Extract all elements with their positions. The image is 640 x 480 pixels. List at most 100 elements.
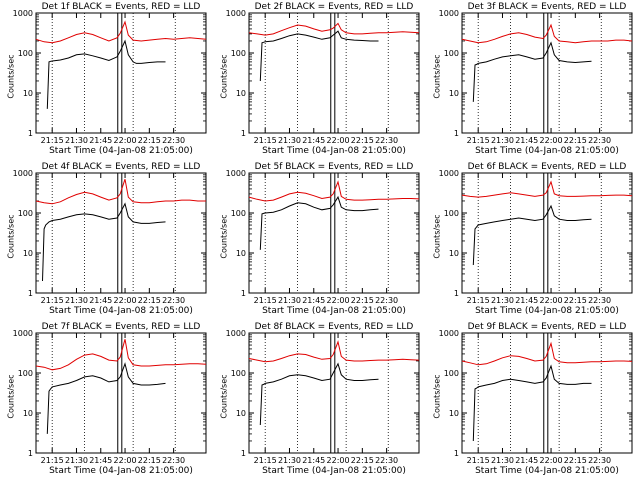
y-axis-label: Counts/sec [6,54,16,99]
events-series-line [42,202,166,282]
plot-frame [35,12,207,134]
x-tick-label: 21:30 [491,136,514,145]
x-tick-label: 22:15 [351,136,374,145]
y-tick-label: 10 [449,249,459,258]
y-tick-label: 10 [236,89,246,98]
detector-panel: 1 10 100 1000 21:15 21:30 21:45 22:00 22:15 22:30… [0,160,213,320]
x-tick-label: 21:30 [65,136,88,145]
x-tick-label: 21:15 [467,136,490,145]
y-tick-label: 10 [236,409,246,418]
x-tick-label: 22:15 [138,296,161,305]
x-tick-label: 22:00 [114,296,137,305]
y-tick-label: 1000 [226,9,246,18]
x-tick-label: 22:15 [564,136,587,145]
x-tick-label: 21:30 [491,456,514,465]
detector-panel: 1 10 100 1000 21:15 21:30 21:45 22:00 22:15 22:30… [213,320,426,480]
chart-svg: 1 10 100 1000 21:15 21:30 21:45 22:00 22:15 22:30 [439,329,633,465]
y-axis-label: Counts/sec [219,374,229,419]
events-series-line [259,195,379,250]
y-tick-label: 1 [28,449,33,458]
plot-frame [248,12,420,134]
y-tick-label: 10 [23,249,33,258]
y-tick-label: 1000 [439,329,459,338]
detector-panel: 1 10 100 1000 21:15 21:30 21:45 22:00 22:15 22:30… [426,320,639,480]
x-tick-label: 22:00 [114,136,137,145]
x-tick-label: 21:45 [515,136,538,145]
x-tick-label: 21:45 [89,296,112,305]
panel-title: Det 7f BLACK = Events, RED = LLD [41,322,201,332]
events-series-line [46,39,166,109]
x-tick-label: 21:45 [302,456,325,465]
x-tick-label: 21:15 [41,456,64,465]
chart-svg: 1 10 100 1000 21:15 21:30 21:45 22:00 22:15 22:30 [13,169,207,305]
x-tick-label: 22:30 [375,136,398,145]
x-tick-label: 22:30 [162,296,185,305]
chart-svg: 1 10 100 1000 21:15 21:30 21:45 22:00 22:15 22:30 [13,329,207,465]
x-tick-label: 21:15 [254,296,277,305]
chart-svg: 1 10 100 1000 21:15 21:30 21:45 22:00 22:15 22:30 [226,9,420,145]
y-tick-label: 100 [231,369,246,378]
x-tick-label: 22:00 [114,456,137,465]
plot-frame [35,332,207,454]
x-tick-label: 21:30 [278,136,301,145]
plot-frame [35,172,207,294]
x-axis-label: Start Time (04-Jan-08 21:05:00) [262,306,406,316]
x-tick-label: 21:45 [302,136,325,145]
x-tick-label: 22:30 [588,136,611,145]
plot-frame [461,12,633,134]
x-tick-label: 21:45 [89,456,112,465]
y-tick-label: 1 [241,289,246,298]
x-tick-label: 22:30 [588,456,611,465]
detector-panel: 1 10 100 1000 21:15 21:30 21:45 22:00 22:15 22:30… [213,0,426,160]
x-tick-label: 22:30 [162,136,185,145]
x-tick-label: 21:30 [278,456,301,465]
y-tick-label: 100 [231,49,246,58]
detector-panel: 1 10 100 1000 21:15 21:30 21:45 22:00 22:15 22:30… [213,160,426,320]
y-tick-label: 1 [241,129,246,138]
chart-svg: 1 10 100 1000 21:15 21:30 21:45 22:00 22:15 22:30 [439,169,633,305]
detector-panel: 1 10 100 1000 21:15 21:30 21:45 22:00 22:15 22:30… [0,320,213,480]
panel-title: Det 8f BLACK = Events, RED = LLD [254,322,414,332]
x-axis-label: Start Time (04-Jan-08 21:05:00) [475,466,619,476]
x-axis-label: Start Time (04-Jan-08 21:05:00) [49,146,193,156]
y-axis-label: Counts/sec [432,214,442,259]
panel-title: Det 5f BLACK = Events, RED = LLD [254,162,414,172]
x-tick-label: 22:15 [138,456,161,465]
detector-panel: 1 10 100 1000 21:15 21:30 21:45 22:00 22:15 22:30… [0,0,213,160]
x-tick-label: 21:45 [515,456,538,465]
x-tick-label: 22:30 [162,456,185,465]
y-tick-label: 100 [444,49,459,58]
lld-series-line [35,20,207,44]
x-tick-label: 22:15 [564,296,587,305]
panel-title: Det 4f BLACK = Events, RED = LLD [41,162,201,172]
y-tick-label: 1 [454,449,459,458]
x-tick-label: 21:45 [515,296,538,305]
x-axis-label: Start Time (04-Jan-08 21:05:00) [475,146,619,156]
x-tick-label: 22:00 [327,456,350,465]
x-tick-label: 22:00 [540,296,563,305]
y-axis-label: Counts/sec [219,54,229,99]
lld-series-line [248,340,420,363]
lld-series-line [461,23,633,44]
x-tick-label: 22:15 [138,136,161,145]
x-tick-label: 21:45 [302,296,325,305]
y-tick-label: 1 [28,129,33,138]
y-tick-label: 1000 [439,9,459,18]
panel-title: Det 6f BLACK = Events, RED = LLD [467,162,627,172]
x-axis-label: Start Time (04-Jan-08 21:05:00) [475,306,619,316]
y-tick-label: 1 [28,289,33,298]
y-tick-label: 100 [231,209,246,218]
lld-series-line [248,180,420,202]
y-tick-label: 1000 [13,9,33,18]
plot-frame [461,332,633,454]
y-tick-label: 10 [23,89,33,98]
chart-svg: 1 10 100 1000 21:15 21:30 21:45 22:00 22:15 22:30 [439,9,633,145]
x-tick-label: 22:30 [375,296,398,305]
y-axis-label: Counts/sec [219,214,229,259]
y-axis-label: Counts/sec [6,374,16,419]
detector-panel: 1 10 100 1000 21:15 21:30 21:45 22:00 22:15 22:30… [426,160,639,320]
lld-series-line [35,179,206,205]
x-tick-label: 21:15 [254,136,277,145]
events-series-line [472,41,592,102]
